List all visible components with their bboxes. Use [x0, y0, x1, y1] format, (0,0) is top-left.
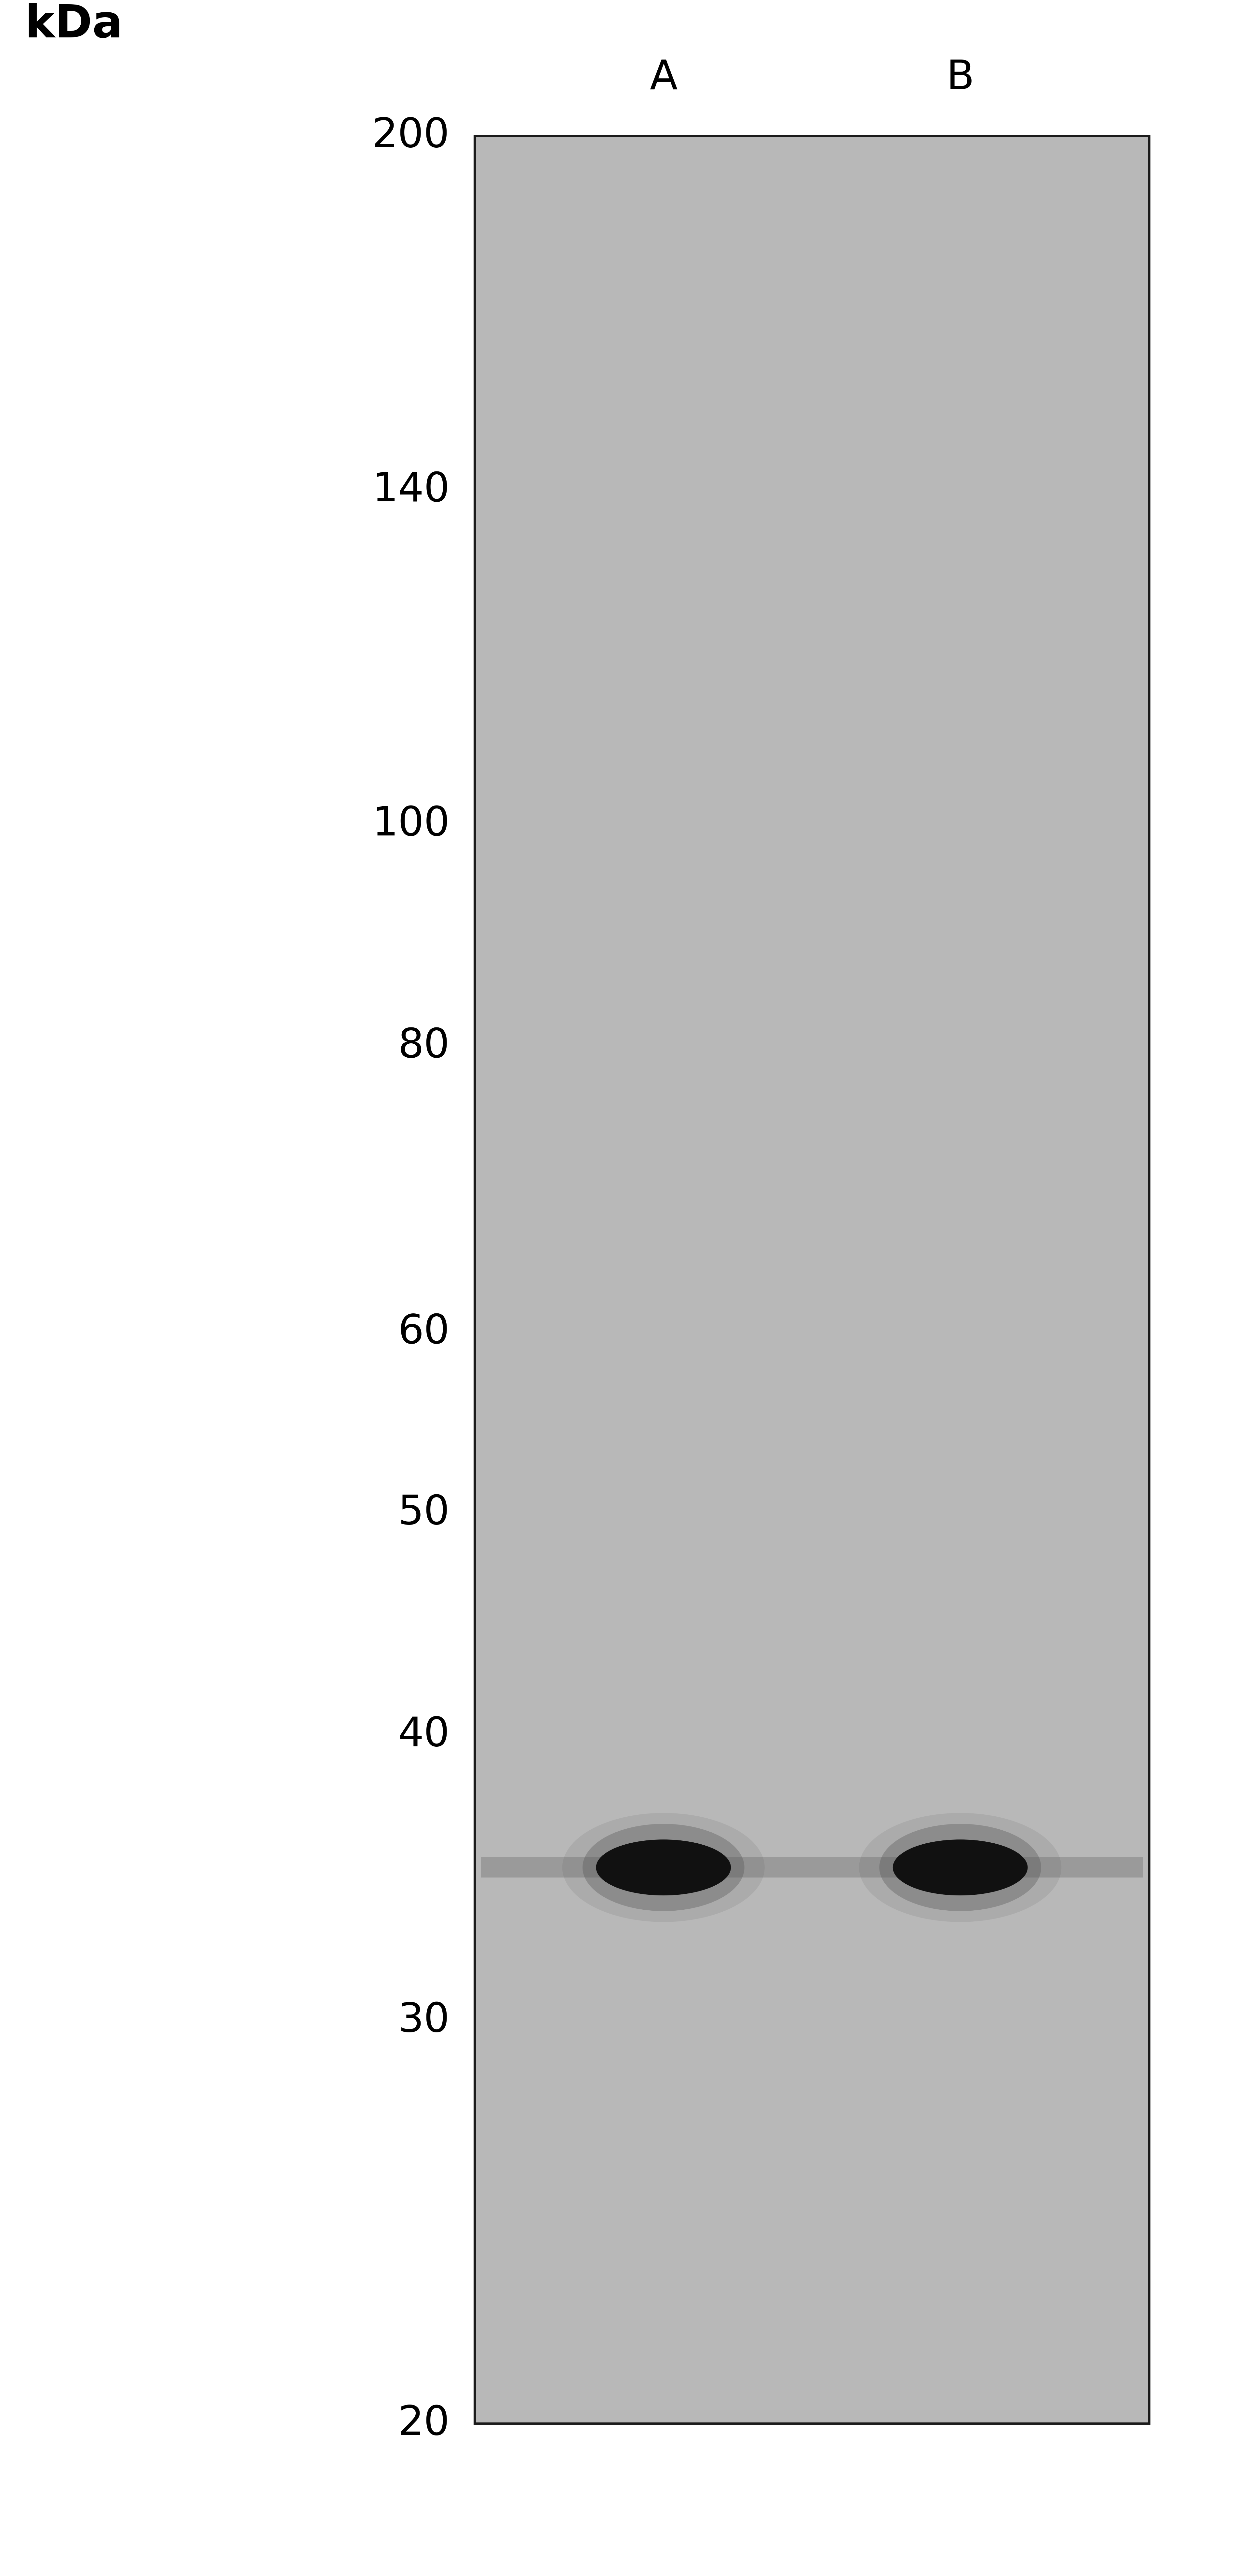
Text: B: B	[947, 59, 974, 98]
Ellipse shape	[582, 1824, 744, 1911]
Text: 40: 40	[398, 1716, 450, 1754]
Text: 20: 20	[398, 2403, 450, 2442]
FancyBboxPatch shape	[475, 137, 1149, 2424]
Text: 200: 200	[372, 116, 450, 155]
Text: 30: 30	[398, 2002, 450, 2040]
Ellipse shape	[879, 1824, 1042, 1911]
Ellipse shape	[859, 1814, 1062, 1922]
Text: A: A	[649, 59, 677, 98]
Ellipse shape	[596, 1839, 731, 1896]
Ellipse shape	[893, 1839, 1028, 1896]
Ellipse shape	[562, 1814, 764, 1922]
Text: 50: 50	[398, 1494, 450, 1533]
Text: 60: 60	[398, 1311, 450, 1352]
Text: 100: 100	[372, 804, 450, 845]
Text: kDa: kDa	[25, 3, 122, 46]
FancyBboxPatch shape	[481, 1857, 1143, 1878]
Text: 140: 140	[372, 471, 450, 510]
Text: 80: 80	[398, 1025, 450, 1066]
